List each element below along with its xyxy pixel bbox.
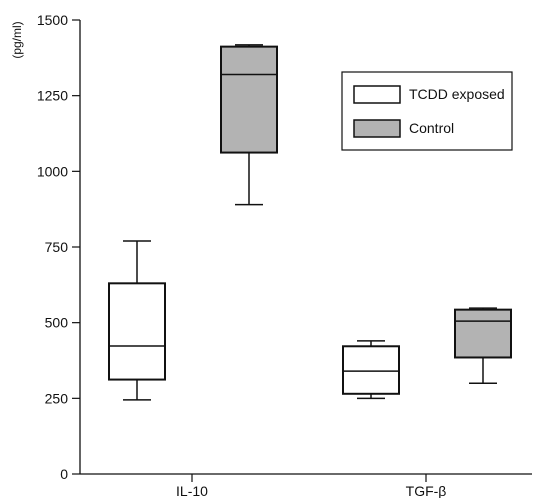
y-tick-label: 750	[45, 239, 69, 255]
y-tick-label: 1000	[37, 163, 68, 179]
x-tick-label: IL-10	[176, 483, 208, 498]
legend-swatch-tcdd-exposed	[353, 85, 401, 104]
y-tick-label: 1500	[37, 12, 68, 28]
box-control-il10	[220, 44, 278, 206]
legend-label-tcdd-exposed: TCDD exposed	[409, 86, 505, 102]
boxes	[108, 44, 512, 401]
box-control-tgf-beta	[454, 307, 512, 384]
y-tick-label: 500	[45, 315, 69, 331]
iqr-box	[342, 345, 400, 395]
legend-label-control: Control	[409, 120, 454, 136]
y-axis-title: (pg/ml)	[10, 21, 24, 58]
iqr-box	[220, 45, 278, 154]
y-tick-label: 1250	[37, 88, 68, 104]
legend-frame	[341, 71, 513, 151]
legend-swatch-control	[353, 119, 401, 138]
iqr-box	[108, 282, 166, 381]
x-tick-label: TGF-β	[406, 483, 447, 498]
axes: 0 250 500 750 1000 1250 1500 IL-10 TGF-β	[37, 12, 532, 498]
box-tcdd-exposed-tgf-beta	[342, 340, 400, 400]
iqr-box	[454, 308, 512, 359]
box-tcdd-exposed-il10	[108, 240, 166, 401]
y-tick-label: 250	[45, 390, 69, 406]
y-tick-label: 0	[60, 466, 68, 482]
legend: TCDD exposed Control	[341, 71, 513, 151]
